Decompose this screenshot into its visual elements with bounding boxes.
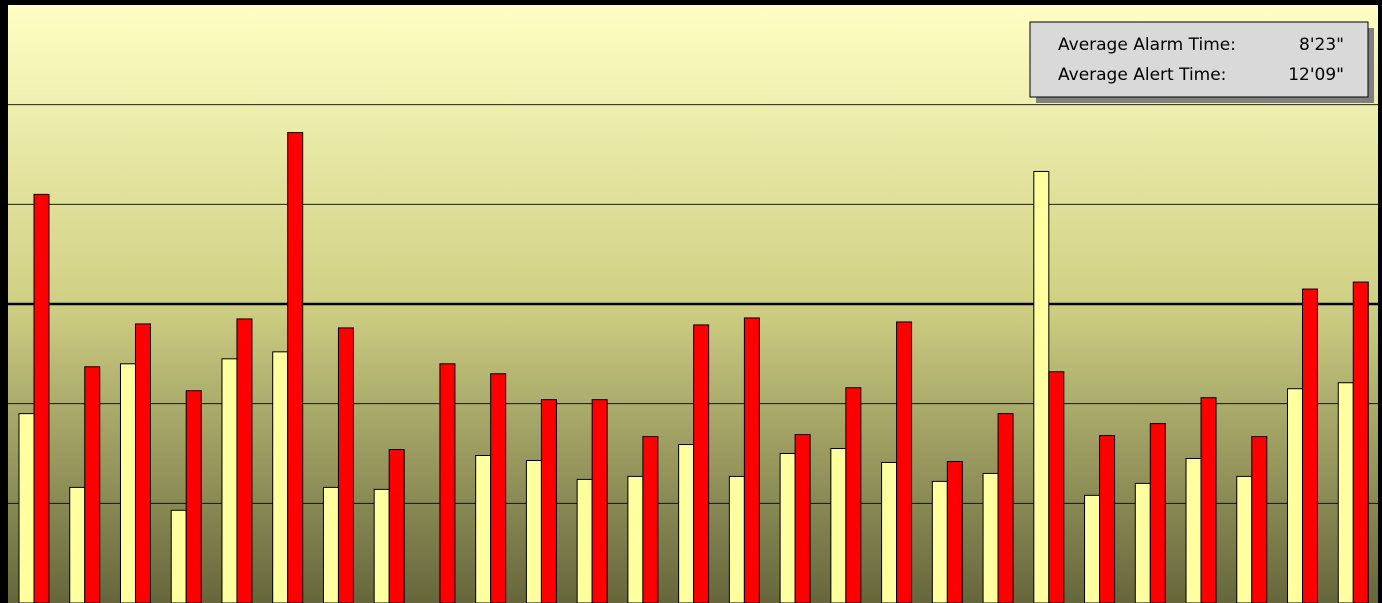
bar	[185, 390, 202, 603]
bar	[1048, 371, 1065, 603]
bar	[779, 453, 796, 603]
bar	[1236, 475, 1253, 603]
bar	[1099, 435, 1116, 603]
bar	[1084, 494, 1101, 603]
info-value: 12'09"	[1288, 65, 1344, 85]
bar	[896, 321, 913, 603]
bar	[1302, 288, 1319, 603]
info-label: Average Alert Time:	[1058, 65, 1226, 85]
info-value: 8'23"	[1299, 35, 1344, 55]
bar	[475, 454, 492, 603]
bar	[322, 486, 339, 603]
bar	[1033, 170, 1050, 603]
bar	[84, 366, 101, 603]
bar	[170, 509, 187, 603]
bar	[540, 399, 557, 603]
bar	[337, 327, 354, 603]
bar	[931, 480, 948, 603]
bar	[134, 323, 151, 603]
bar	[439, 363, 456, 603]
bars	[18, 132, 1369, 603]
bar	[221, 358, 238, 603]
bar	[1149, 423, 1166, 603]
bar	[1134, 482, 1151, 603]
bar	[1337, 382, 1354, 603]
bar	[1352, 281, 1369, 603]
bar	[373, 488, 390, 603]
bar	[287, 132, 304, 603]
bar	[18, 413, 35, 603]
bar	[490, 373, 507, 603]
bar	[627, 475, 644, 603]
info-label: Average Alarm Time:	[1058, 35, 1236, 55]
bar	[591, 399, 608, 603]
bar	[728, 475, 745, 603]
bar	[982, 472, 999, 603]
bar	[1200, 397, 1217, 603]
bar	[1287, 388, 1304, 603]
bar	[1251, 436, 1268, 603]
bar	[576, 478, 593, 603]
bar	[693, 324, 710, 603]
bar	[794, 434, 811, 603]
bar	[236, 318, 253, 603]
bar	[525, 459, 542, 603]
info-box	[1029, 21, 1369, 98]
bar	[272, 351, 289, 603]
bar	[678, 444, 695, 603]
bar	[830, 448, 847, 603]
bar	[881, 461, 898, 603]
bar	[69, 486, 86, 603]
bar	[119, 363, 136, 603]
bar	[642, 436, 659, 603]
bar	[743, 317, 760, 603]
bar	[33, 193, 50, 603]
bar	[997, 413, 1014, 603]
bar	[845, 387, 862, 603]
bar	[1185, 457, 1202, 603]
bar	[946, 460, 963, 603]
bar	[388, 449, 405, 603]
